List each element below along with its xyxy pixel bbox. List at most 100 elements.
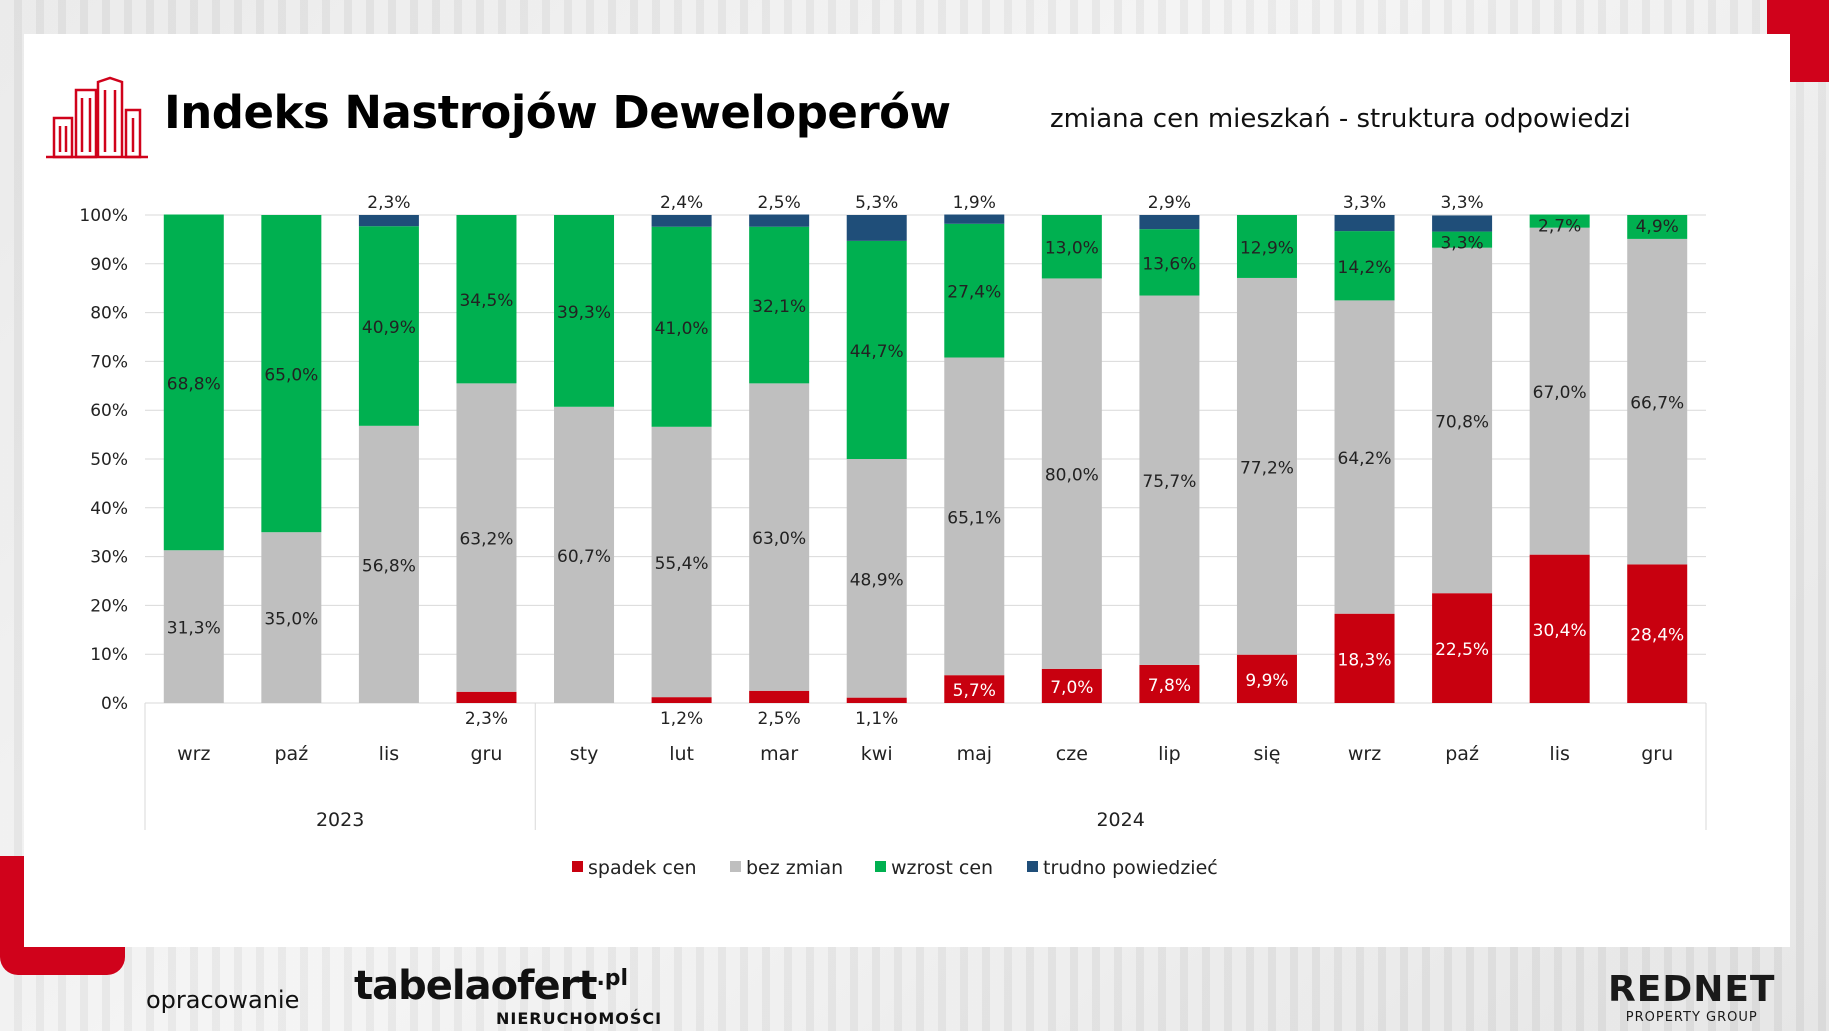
prepared-by-label: opracowanie	[146, 986, 300, 1014]
bar-segment	[651, 426, 712, 698]
x-tick-label: wrz	[177, 743, 210, 765]
bar-segment	[163, 550, 224, 703]
bar-segment	[944, 357, 1005, 676]
x-tick-label: lip	[1158, 743, 1181, 765]
page-subtitle: zmiana cen mieszkań - struktura odpowied…	[1050, 104, 1631, 134]
legend-label: trudno powiedzieć	[1043, 857, 1218, 879]
buildings-logo-icon	[44, 76, 150, 164]
bar-segment	[1139, 664, 1200, 703]
data-label: 32,1%	[752, 297, 806, 317]
bar-segment	[944, 675, 1005, 703]
bar-segment	[1432, 215, 1493, 232]
bar-segment	[944, 223, 1005, 358]
data-label: 13,0%	[1045, 239, 1099, 259]
data-label: 3,3%	[1440, 193, 1483, 213]
legend-swatch	[875, 861, 886, 872]
y-tick-label: 20%	[90, 596, 128, 616]
data-label: 13,6%	[1142, 254, 1196, 274]
data-label: 66,7%	[1630, 394, 1684, 414]
bar-segment	[749, 226, 810, 384]
data-label: 44,7%	[850, 342, 904, 362]
bar-segment	[261, 215, 322, 533]
legend-swatch	[572, 861, 583, 872]
bar-segment	[1529, 214, 1590, 228]
data-label: 40,9%	[362, 318, 416, 338]
data-label: 65,1%	[947, 508, 1001, 528]
bar-segment	[554, 406, 615, 703]
data-label: 3,3%	[1343, 193, 1386, 213]
data-label: 30,4%	[1533, 621, 1587, 641]
data-label: 56,8%	[362, 556, 416, 576]
data-label: 3,3%	[1440, 234, 1483, 254]
bar-segment	[749, 214, 810, 227]
bar-segment	[1236, 215, 1297, 278]
data-label: 80,0%	[1045, 466, 1099, 486]
bar-segment	[456, 383, 517, 692]
bar-segment	[749, 383, 810, 691]
data-label: 48,9%	[850, 570, 904, 590]
data-label: 7,0%	[1050, 678, 1093, 698]
x-tick-label: mar	[760, 743, 798, 765]
data-label: 9,9%	[1245, 671, 1288, 691]
data-label: 22,5%	[1435, 640, 1489, 660]
bar-segment	[1529, 554, 1590, 703]
data-label: 70,8%	[1435, 412, 1489, 432]
bar-segment	[651, 226, 712, 427]
bar-segment	[1334, 613, 1395, 703]
bar-segment	[1627, 215, 1688, 239]
y-tick-label: 60%	[90, 401, 128, 421]
data-label: 63,2%	[459, 530, 513, 550]
bar-segment	[944, 214, 1005, 224]
bar-segment	[1627, 564, 1688, 703]
x-tick-label: gru	[471, 743, 503, 765]
bar-segment	[358, 215, 419, 227]
y-tick-label: 50%	[90, 450, 128, 470]
data-label: 2,5%	[758, 709, 801, 729]
legend-label: spadek cen	[588, 857, 697, 879]
y-tick-label: 80%	[90, 304, 128, 324]
data-label: 64,2%	[1338, 449, 1392, 469]
bar-segment	[651, 697, 712, 703]
bar-segment	[749, 690, 810, 703]
bar-segment	[1334, 231, 1395, 301]
bar-segment	[1236, 277, 1297, 655]
data-label: 7,8%	[1148, 676, 1191, 696]
data-label: 1,2%	[660, 709, 703, 729]
bar-segment	[358, 226, 419, 426]
bar-segment	[1236, 654, 1297, 703]
data-label: 65,0%	[264, 366, 318, 386]
bar-segment	[1139, 215, 1200, 230]
legend-swatch	[1027, 861, 1038, 872]
data-label: 2,4%	[660, 193, 703, 213]
bar-segment	[554, 215, 615, 407]
y-tick-label: 100%	[79, 206, 128, 226]
x-tick-label: cze	[1056, 743, 1088, 765]
rednet-logo: REDNET PROPERTY GROUP	[1608, 969, 1776, 1026]
x-tick-label: paź	[275, 743, 309, 765]
x-tick-label: lis	[1549, 743, 1569, 765]
bar-segment	[1432, 247, 1493, 594]
data-label: 2,3%	[367, 193, 410, 213]
rednet-logo-text: REDNET	[1608, 969, 1776, 1010]
x-tick-label: lis	[379, 743, 399, 765]
bar-segment	[456, 215, 517, 384]
x-tick-label: paź	[1445, 743, 1479, 765]
bar-segment	[651, 215, 712, 227]
x-tick-label: gru	[1641, 743, 1673, 765]
data-label: 4,9%	[1636, 217, 1679, 237]
bar-segment	[1627, 238, 1688, 565]
tabelaofert-logo-suffix: .pl	[596, 966, 629, 991]
bar-segment	[1432, 231, 1493, 248]
bar-segment	[1041, 668, 1102, 703]
bar-segment	[846, 697, 907, 703]
data-label: 14,2%	[1338, 258, 1392, 278]
bar-segment	[1529, 227, 1590, 555]
bar-segment	[1334, 300, 1395, 614]
data-label: 34,5%	[459, 291, 513, 311]
data-label: 2,5%	[758, 193, 801, 213]
x-tick-label: sty	[570, 743, 599, 765]
bar-segment	[1139, 229, 1200, 296]
data-label: 18,3%	[1338, 650, 1392, 670]
data-label: 31,3%	[167, 619, 221, 639]
y-tick-label: 10%	[90, 645, 128, 665]
